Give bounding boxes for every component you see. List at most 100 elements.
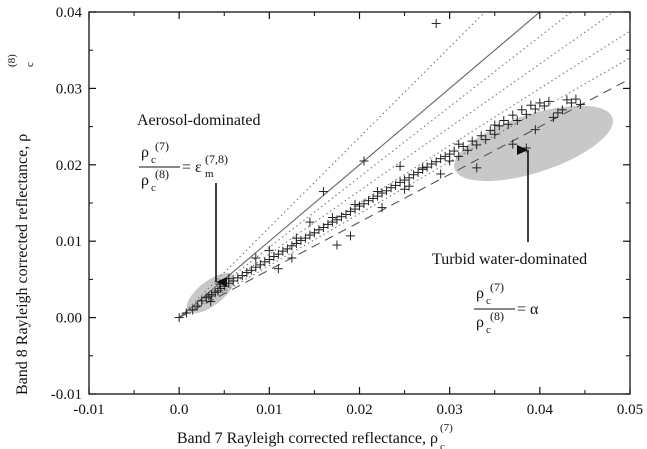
- data-points: [174, 18, 585, 323]
- data-point: [341, 209, 351, 219]
- data-point: [575, 99, 585, 109]
- turbid-eq-num-sub: c: [486, 295, 491, 307]
- y-axis-title: Band 8 Rayleigh corrected reflectance, ρ…: [6, 54, 36, 395]
- data-point: [530, 104, 540, 114]
- data-point: [382, 186, 392, 196]
- data-point: [228, 276, 238, 286]
- aerosol-eq-rhs: = ε: [182, 159, 202, 176]
- aerosol-eq-den-sup: (8): [155, 167, 169, 181]
- aerosol-eq-num-sup: (7): [155, 139, 169, 153]
- data-point: [181, 308, 191, 318]
- data-point: [526, 100, 536, 110]
- data-point: [571, 94, 581, 104]
- turbid-eq-numerator: ρ: [476, 285, 484, 302]
- data-point: [476, 131, 486, 141]
- data-point: [264, 245, 274, 255]
- data-point: [512, 115, 522, 125]
- data-point: [332, 240, 342, 250]
- x-tick-label: 0.01: [256, 402, 282, 418]
- data-point: [300, 233, 310, 243]
- data-point: [207, 290, 217, 300]
- ref-line-dashed-6: [178, 78, 630, 319]
- y-tick-label: -0.01: [51, 387, 82, 403]
- data-point: [188, 305, 198, 315]
- data-point: [422, 162, 432, 172]
- aerosol-eq-rhs-sup: (7,8): [205, 152, 228, 166]
- data-point: [197, 296, 207, 306]
- data-point: [454, 151, 464, 161]
- data-point: [436, 169, 446, 179]
- aerosol-eq-num-sub: c: [151, 154, 156, 166]
- x-tick-label: 0.04: [527, 402, 554, 418]
- x-tick-label: -0.01: [73, 402, 104, 418]
- data-point: [278, 246, 288, 256]
- y-axis-title-text: Band 8 Rayleigh corrected reflectance, ρ: [14, 134, 31, 395]
- data-point: [409, 170, 419, 180]
- x-tick-label: 0.02: [346, 402, 372, 418]
- data-point: [562, 95, 572, 105]
- data-point: [206, 297, 216, 307]
- data-point: [318, 187, 328, 197]
- data-point: [192, 301, 202, 311]
- turbid-eq-den-sub: c: [486, 324, 491, 336]
- data-point: [400, 184, 410, 194]
- y-tick-label: 0.00: [56, 311, 82, 327]
- data-point: [485, 125, 495, 135]
- ref-line-dotted-5: [178, 57, 630, 319]
- data-point: [472, 163, 482, 173]
- data-point: [377, 188, 387, 198]
- data-point: [287, 241, 297, 251]
- turbid-eq-num-sup: (7): [490, 280, 504, 294]
- turbid-eq-denominator: ρ: [476, 314, 484, 331]
- aerosol-eq-den-sub: c: [151, 182, 156, 194]
- data-point: [490, 120, 500, 130]
- turbid-annotation: Turbid water-dominated ρ c (7) ρ c (8) =…: [432, 145, 587, 336]
- x-axis-title: Band 7 Rayleigh corrected reflectance, ρ…: [177, 422, 453, 449]
- data-point: [359, 156, 369, 166]
- data-point: [296, 235, 306, 245]
- data-point: [355, 201, 364, 211]
- ref-line-dotted-2: [178, 12, 573, 319]
- data-point: [251, 262, 261, 272]
- y-axis-title-sup: (8): [6, 54, 18, 67]
- data-point: [440, 151, 450, 161]
- data-point: [318, 222, 328, 232]
- data-point: [174, 313, 184, 323]
- turbid-title: Turbid water-dominated: [432, 251, 587, 268]
- data-point: [404, 173, 414, 183]
- data-point: [548, 112, 558, 122]
- data-point: [553, 108, 563, 118]
- y-axis-title-sub: c: [24, 62, 36, 67]
- data-point: [521, 109, 531, 119]
- x-axis-title-sup: (7): [440, 422, 453, 434]
- aerosol-eq-rhs-sub: m: [205, 168, 214, 180]
- data-point: [463, 145, 473, 155]
- data-point: [431, 157, 441, 167]
- data-point: [490, 129, 500, 139]
- data-point: [557, 105, 567, 115]
- data-point: [449, 146, 459, 156]
- data-point: [427, 159, 437, 169]
- aerosol-annotation: Aerosol-dominated ρ c (7) ρ c (8) = ε m …: [137, 112, 261, 287]
- data-point: [345, 206, 355, 216]
- data-point: [373, 187, 383, 197]
- data-point: [273, 249, 283, 259]
- data-point: [237, 271, 247, 281]
- data-point: [305, 230, 315, 240]
- data-point: [539, 101, 549, 111]
- data-point: [517, 105, 527, 115]
- region-aerosol: [186, 272, 235, 314]
- x-axis-title-sub: c: [440, 441, 445, 449]
- data-point: [404, 181, 414, 191]
- aerosol-eq-denominator: ρ: [141, 172, 149, 189]
- turbid-eq-rhs: = α: [517, 301, 539, 318]
- data-point: [273, 264, 283, 274]
- data-point: [309, 228, 319, 238]
- data-point: [255, 260, 265, 270]
- x-axis-title-text: Band 7 Rayleigh corrected reflectance, ρ: [177, 430, 438, 447]
- reference-lines: [178, 12, 630, 319]
- y-tick-label: 0.03: [56, 81, 82, 97]
- data-point: [499, 115, 509, 125]
- region-turbid: [454, 105, 613, 182]
